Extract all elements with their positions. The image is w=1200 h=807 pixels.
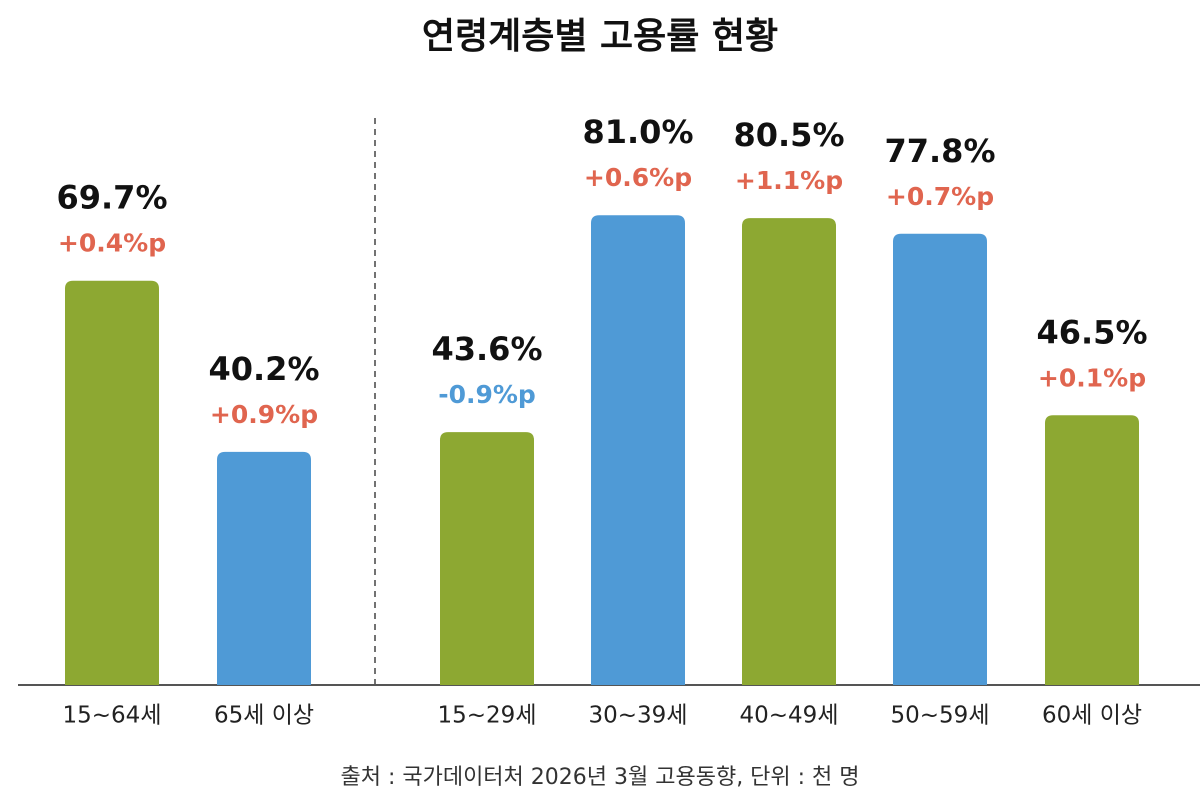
x-tick-label: 40~49세 [740,703,839,729]
change-label: +0.1%p [1038,363,1146,392]
x-tick-label: 30~39세 [589,703,688,729]
change-label: +0.7%p [886,182,994,211]
bar [217,451,311,685]
x-tick-label: 15~64세 [63,703,162,729]
bar [591,215,685,685]
change-label: +0.4%p [58,229,166,258]
bar [1045,415,1139,685]
value-label: 69.7% [56,179,167,217]
chart-title: 연령계층별 고용률 현황 [422,16,778,57]
source-note: 출처 : 국가데이터처 2026년 3월 고용동향, 단위 : 천 명 [340,765,859,790]
bar [893,233,987,685]
x-tick-label: 15~29세 [438,703,537,729]
change-label: -0.9%p [438,380,536,409]
x-tick-label: 65세 이상 [214,703,314,729]
value-label: 80.5% [733,116,844,154]
value-label: 77.8% [884,132,995,170]
value-label: 46.5% [1036,313,1147,351]
change-label: +0.6%p [584,163,692,192]
x-tick-label: 60세 이상 [1042,703,1142,729]
value-label: 40.2% [208,350,319,388]
bar [65,280,159,685]
value-label: 81.0% [582,113,693,151]
change-label: +0.9%p [210,400,318,429]
bar [742,218,836,685]
value-label: 43.6% [431,330,542,368]
bar [440,432,534,685]
change-label: +1.1%p [735,166,843,195]
x-tick-label: 50~59세 [891,703,990,729]
